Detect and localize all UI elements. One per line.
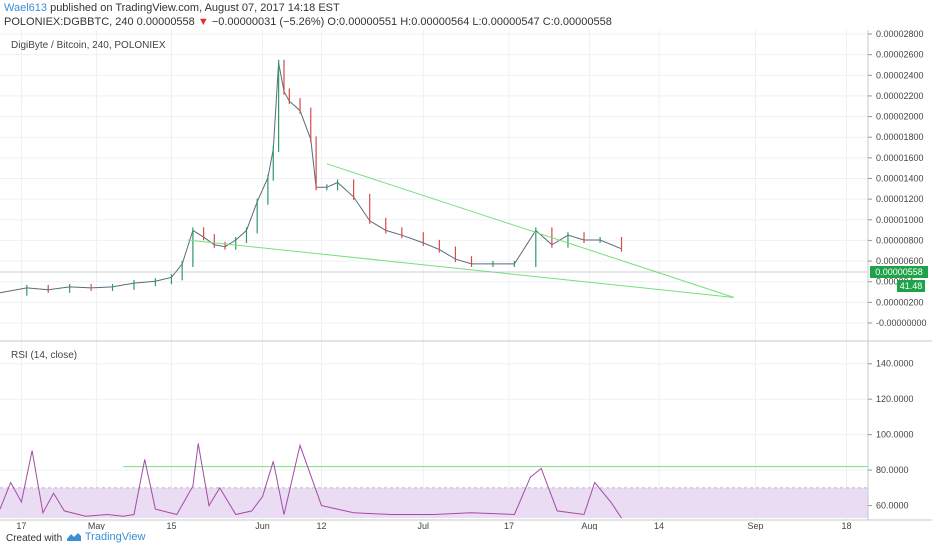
price-tag-bg (870, 266, 928, 278)
ohlc-high: H:0.00000564 (397, 16, 470, 28)
price-tick-label: 0.000004 (876, 277, 914, 287)
trendlines (187, 163, 735, 298)
rsi-axis: 140.0000 120.0000 100.0000 80.0000 60.0000 (868, 359, 914, 511)
rsi-tick-label: 140.0000 (876, 359, 914, 369)
trendline (326, 163, 735, 298)
author-link[interactable]: Wael613 (4, 2, 48, 14)
price-tick-label: 0.00002600 (876, 50, 924, 60)
price-tick-label: 0.00001400 (876, 174, 924, 184)
ohlc-close: C:0.00000558 (539, 16, 612, 28)
price-tick-label: 0.00002200 (876, 91, 924, 101)
price-tick-label: 0.00001800 (876, 132, 924, 142)
tradingview-brand[interactable]: TradingView (66, 531, 145, 543)
rsi-tag-bg (897, 280, 925, 292)
last-price: 0.00000558 (136, 16, 195, 28)
rsi-band-fill (0, 487, 868, 518)
time-tick-label: 18 (842, 521, 852, 530)
time-tick-label: Jul (418, 521, 430, 530)
time-tick-label: Aug (581, 521, 597, 530)
footer: Created with TradingView (0, 530, 932, 550)
rsi-tick-label: 100.0000 (876, 430, 914, 440)
publish-info: Wael613 published on TradingView.com, Au… (4, 2, 340, 14)
price-axis: 0.00002800 0.00002600 0.00002400 0.00002200… (868, 29, 927, 328)
published-text: published on TradingView.com, August 07,… (47, 2, 340, 14)
price-tick-label: 0.00001600 (876, 153, 924, 163)
price-tick-label: 0.00002400 (876, 70, 924, 80)
trendline (187, 239, 735, 298)
rsi-line (0, 443, 622, 519)
rsi-tick-label: 80.0000 (876, 465, 909, 475)
chart-canvas[interactable]: 0.00002800 0.00002600 0.00002400 0.00002200… (0, 0, 932, 530)
rsi-pane-title: RSI (14, close) (11, 350, 78, 361)
price-tick-label: 0.00002000 (876, 112, 924, 122)
down-arrow-icon: ▼ (197, 16, 209, 28)
rsi-tick-label: 60.0000 (876, 501, 909, 511)
time-tick-label: 14 (654, 521, 664, 530)
created-with-text: Created with (6, 533, 63, 544)
price-tick-label: 0.00000800 (876, 235, 924, 245)
symbol-info: POLONIEX:DGBBTC, 240 0.00000558 ▼ −0.000… (4, 16, 612, 28)
price-tag-text: 0.00000558 (875, 267, 923, 277)
time-tick-label: 17 (16, 521, 26, 530)
rsi-tick-label: 120.0000 (876, 394, 914, 404)
symbol-name: POLONIEX:DGBBTC, 240 (4, 16, 134, 28)
grid-lines (0, 30, 868, 520)
price-tick-label: 0.00000200 (876, 297, 924, 307)
rsi-band (0, 487, 868, 518)
price-tick-label: 0.00001200 (876, 194, 924, 204)
price-tick-label: 0.00000600 (876, 256, 924, 266)
tradingview-brand-label: TradingView (84, 531, 146, 543)
rsi-series (0, 443, 622, 519)
price-pane-title: DigiByte / Bitcoin, 240, POLONIEX (11, 40, 166, 51)
time-tick-label: 15 (166, 521, 176, 530)
price-tag: 0.00000558 (870, 266, 928, 278)
price-tick-label: 0.00001000 (876, 215, 924, 225)
price-change: −0.00000031 (−5.26%) (211, 16, 325, 28)
rsi-tag: 41.48 (897, 280, 925, 292)
time-axis: 17 May 15 Jun 12 Jul 17 Aug 14 Sep 18 (16, 521, 851, 530)
tradingview-logo-icon (67, 533, 81, 542)
time-tick-label: 17 (504, 521, 514, 530)
time-tick-label: 12 (316, 521, 326, 530)
price-tick-label: -0.00000000 (876, 318, 927, 328)
ohlc-low: L:0.00000547 (469, 16, 540, 28)
time-tick-label: May (88, 521, 106, 530)
time-tick-label: Sep (747, 521, 763, 530)
ohlc-open: O:0.00000551 (324, 16, 398, 28)
rsi-tag-text: 41.48 (900, 281, 923, 291)
time-tick-label: Jun (255, 521, 270, 530)
price-tick-label: 0.00002800 (876, 29, 924, 39)
